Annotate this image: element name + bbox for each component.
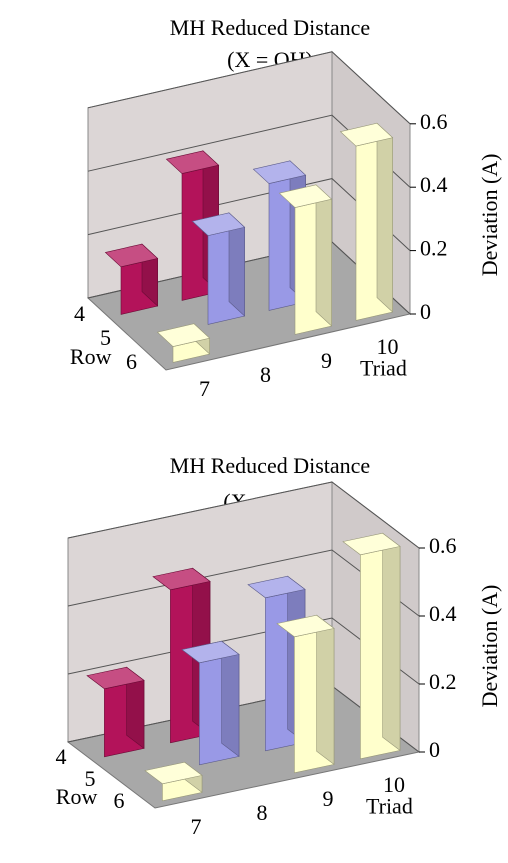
y-axis-title: Row <box>56 784 98 809</box>
bar <box>191 212 246 325</box>
row-label: 6 <box>126 349 137 374</box>
row-label: 5 <box>100 325 111 350</box>
bar-top <box>339 122 394 147</box>
bar-top <box>278 184 333 208</box>
bar <box>104 243 159 315</box>
row-label: 5 <box>85 766 96 791</box>
bar-top <box>247 575 306 599</box>
x-tick-label: 9 <box>321 348 332 373</box>
x-axis-title: Triad <box>366 793 413 818</box>
bar-top <box>104 243 159 268</box>
x-tick-label: 7 <box>199 376 210 401</box>
bar-side <box>221 640 240 758</box>
bar <box>156 323 211 363</box>
y-axis-title: Row <box>70 344 112 369</box>
bar-top <box>276 614 335 638</box>
bar-top <box>252 160 307 184</box>
chart-title: MH Reduced Distance <box>170 453 370 478</box>
x-tick-label: 10 <box>383 772 405 797</box>
chart-title: MH Reduced Distance <box>170 15 370 40</box>
z-tick-label: 0 <box>420 299 431 324</box>
bar <box>144 761 203 802</box>
z-tick-label: 0.4 <box>429 601 457 626</box>
z-tick-label: 0.2 <box>420 236 448 261</box>
row-label: 4 <box>74 301 85 326</box>
z-tick-label: 0 <box>429 737 440 762</box>
bar-side <box>315 184 332 327</box>
x-tick-label: 7 <box>191 814 202 839</box>
bar-top <box>156 323 211 347</box>
z-axis-title: Deviation (A) <box>477 154 502 277</box>
z-axis-title: Deviation (A) <box>477 585 502 708</box>
z-tick-label: 0.6 <box>429 533 457 558</box>
row-label: 6 <box>114 788 125 813</box>
bar-side <box>376 122 393 313</box>
z-tick-label: 0.6 <box>420 109 448 134</box>
z-tick-label: 0.2 <box>429 669 457 694</box>
row-label: 4 <box>56 744 67 769</box>
bar-top <box>165 150 220 174</box>
bar <box>86 666 145 758</box>
bar-side <box>382 532 401 752</box>
bar-top <box>144 761 203 785</box>
grid-line <box>67 481 420 549</box>
bar <box>181 640 240 766</box>
bar-side <box>316 614 335 766</box>
bar-top <box>342 532 401 556</box>
bar-top <box>181 640 240 664</box>
grid-line <box>87 51 411 125</box>
bar <box>339 122 394 321</box>
x-axis-title: Triad <box>360 355 407 380</box>
bar-top <box>86 666 145 690</box>
x-tick-label: 8 <box>260 362 271 387</box>
x-tick-label: 10 <box>377 334 399 359</box>
bar <box>276 614 335 774</box>
bar-top <box>152 567 211 591</box>
z-tick-label: 0.4 <box>420 172 448 197</box>
x-tick-label: 8 <box>257 800 268 825</box>
x-tick-label: 9 <box>323 786 334 811</box>
bar <box>342 532 401 760</box>
bar <box>278 184 333 335</box>
bar-top <box>191 212 246 236</box>
